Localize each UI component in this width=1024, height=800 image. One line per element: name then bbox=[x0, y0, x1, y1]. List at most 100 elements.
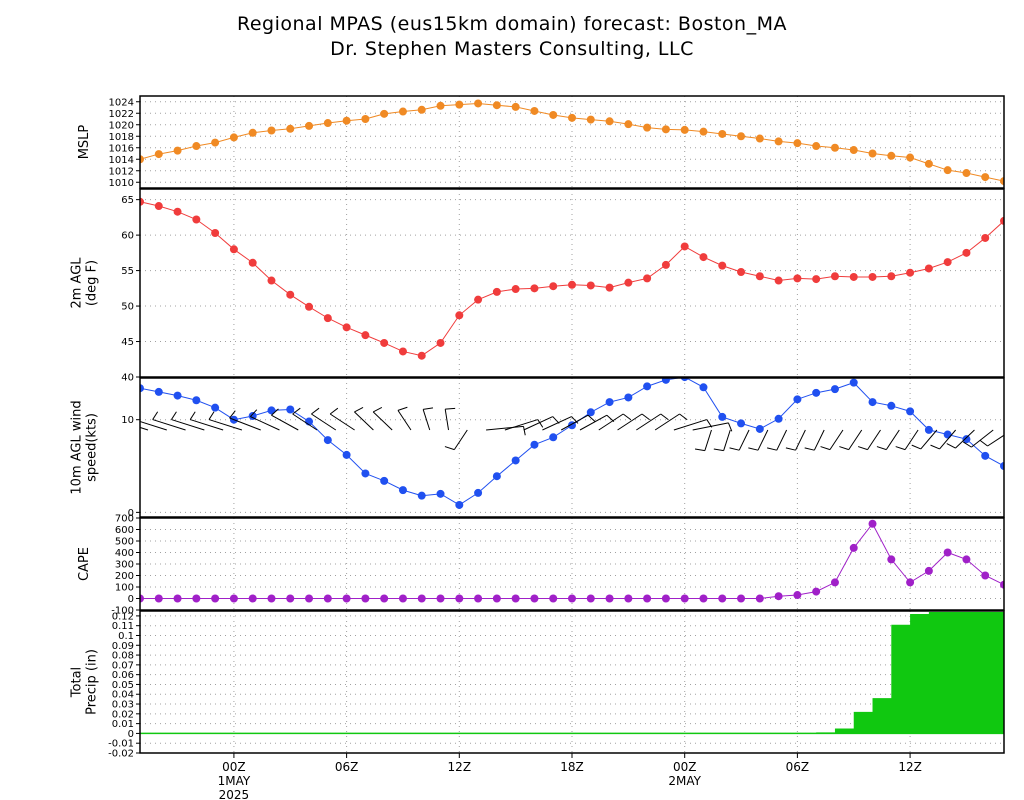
xtick-label: 00Z bbox=[222, 760, 246, 774]
precip-ytick-label: 0.04 bbox=[112, 690, 134, 701]
mslp-point bbox=[924, 159, 933, 168]
mslp-point bbox=[849, 146, 858, 155]
cape-point bbox=[211, 594, 220, 603]
mslp-point bbox=[774, 137, 783, 146]
temp-plot bbox=[140, 197, 1004, 360]
temp-point bbox=[699, 253, 708, 262]
wind-point bbox=[661, 378, 670, 384]
mslp-point bbox=[962, 169, 971, 178]
cape-point bbox=[680, 594, 689, 603]
wind-barb bbox=[486, 425, 526, 436]
temp-point bbox=[511, 285, 520, 294]
mslp-point bbox=[906, 153, 915, 162]
cape-point bbox=[549, 594, 558, 603]
temp-point bbox=[267, 276, 276, 285]
temp-ytick-label: 50 bbox=[121, 302, 134, 313]
wind-barb bbox=[523, 416, 560, 431]
temp-ytick-label: 45 bbox=[121, 337, 134, 348]
wind-barb bbox=[444, 429, 468, 451]
mslp-point bbox=[342, 116, 351, 125]
cape-point bbox=[981, 571, 990, 580]
wind-point bbox=[549, 433, 558, 442]
temp-point bbox=[192, 215, 201, 224]
wind-point bbox=[361, 469, 370, 478]
mslp-point bbox=[492, 101, 501, 110]
cape-ytick-label: -100 bbox=[111, 606, 134, 617]
wind-point bbox=[140, 384, 144, 393]
wind-barb bbox=[598, 413, 632, 431]
mslp-point bbox=[511, 102, 520, 111]
wind-point bbox=[511, 456, 520, 465]
wind-barb bbox=[692, 422, 733, 432]
wind-barb bbox=[140, 426, 149, 431]
mslp-point bbox=[812, 142, 821, 151]
cape-point bbox=[436, 594, 445, 603]
wind-point bbox=[737, 419, 746, 428]
wind-barb bbox=[372, 406, 393, 431]
temp-point bbox=[981, 233, 990, 242]
temp-point bbox=[962, 248, 971, 257]
precip-ytick-label: 0.1 bbox=[118, 631, 134, 642]
mslp-point bbox=[568, 113, 576, 122]
temp-point bbox=[568, 280, 576, 289]
wind-barb bbox=[397, 406, 412, 431]
cape-plot bbox=[140, 519, 1004, 603]
mslp-point bbox=[361, 115, 370, 123]
wind-ylabel: 10m AGL wind bbox=[70, 400, 85, 494]
mslp-point bbox=[211, 138, 220, 147]
wind-point bbox=[248, 411, 257, 420]
mslp-ytick-label: 1010 bbox=[109, 178, 134, 189]
temp-point bbox=[624, 278, 633, 287]
wind-barb bbox=[673, 419, 713, 431]
temp-point bbox=[737, 268, 746, 277]
temp-point bbox=[680, 242, 689, 251]
mslp-point bbox=[248, 128, 257, 137]
wind-point bbox=[342, 450, 351, 459]
cape-point bbox=[229, 594, 238, 603]
wind-line bbox=[140, 378, 1004, 506]
mslp-point bbox=[549, 110, 558, 119]
temp-point bbox=[1000, 216, 1004, 225]
cape-point bbox=[849, 543, 858, 552]
cape-point bbox=[1000, 580, 1004, 589]
xtick-label: 06Z bbox=[335, 760, 359, 774]
cape-frame bbox=[139, 517, 1005, 611]
wind-point bbox=[605, 398, 614, 407]
cape-point bbox=[154, 594, 163, 603]
cape-point bbox=[868, 519, 877, 528]
wind-barb bbox=[876, 429, 900, 451]
wind-barb bbox=[636, 413, 669, 431]
wind-point bbox=[267, 406, 276, 415]
wind-point bbox=[793, 395, 802, 404]
temp-point bbox=[286, 290, 295, 299]
mslp-point bbox=[474, 99, 483, 108]
wind-point bbox=[755, 424, 764, 433]
xtick-label: 00Z bbox=[673, 760, 697, 774]
temp-point bbox=[718, 261, 727, 270]
cape-point bbox=[417, 594, 426, 603]
wind-barb bbox=[229, 410, 261, 431]
xtick-year-label: 2025 bbox=[219, 788, 250, 800]
wind-panel: 0 10 10m AGL wind speed(kts) bbox=[70, 377, 1005, 519]
wind-barb bbox=[911, 429, 938, 450]
wind-point bbox=[586, 408, 595, 417]
mslp-point bbox=[286, 124, 295, 133]
temp-ytick-label: 65 bbox=[121, 195, 134, 206]
temp-point bbox=[755, 272, 764, 281]
cape-point bbox=[887, 555, 896, 564]
wind-barb bbox=[504, 419, 544, 431]
temp-point bbox=[417, 351, 426, 360]
precip-ylabel: Total bbox=[70, 667, 85, 698]
precip-ytick-label: 0.06 bbox=[112, 670, 134, 681]
cape-point bbox=[962, 555, 971, 564]
wind-barb bbox=[839, 429, 863, 451]
xtick-label: 12Z bbox=[448, 760, 472, 774]
wind-point bbox=[173, 391, 182, 400]
xtick-label: 18Z bbox=[560, 760, 584, 774]
cape-ytick-label: 100 bbox=[115, 583, 134, 594]
temp-point bbox=[887, 272, 896, 281]
wind-point bbox=[417, 491, 426, 500]
temp-point bbox=[830, 272, 839, 281]
wind-barb bbox=[208, 411, 243, 431]
